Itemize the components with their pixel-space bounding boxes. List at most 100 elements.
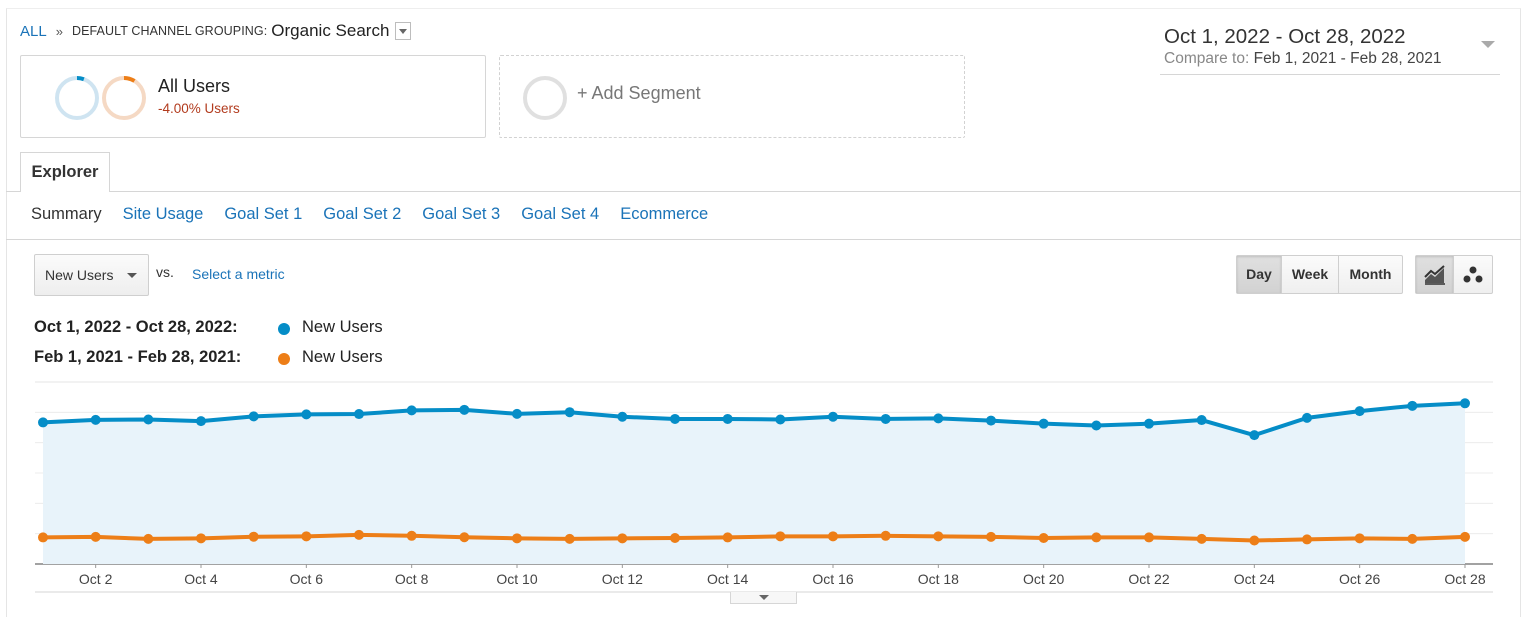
segment-change: -4.00% Users (158, 101, 240, 116)
subnav-goal-set-4[interactable]: Goal Set 4 (521, 205, 600, 223)
series-0-point-oct-8[interactable] (406, 405, 417, 416)
series-1-point-oct-22[interactable] (1144, 532, 1154, 543)
date-range-compare: Compare to: Feb 1, 2021 - Feb 28, 2021 (1164, 50, 1441, 68)
segment-all-users[interactable]: All Users -4.00% Users (20, 55, 486, 138)
breadcrumb-dropdown-button[interactable] (395, 22, 412, 40)
series-0-point-oct-19[interactable] (986, 415, 996, 426)
series-0-point-oct-5[interactable] (248, 411, 259, 422)
series-0-point-oct-7[interactable] (354, 409, 364, 420)
series-0-point-oct-6[interactable] (301, 409, 312, 420)
metric-select[interactable]: New Users (34, 254, 149, 296)
series-1-point-oct-10[interactable] (512, 533, 522, 544)
series-0-point-oct-24[interactable] (1249, 430, 1260, 441)
x-tick-label: Oct 16 (812, 571, 853, 587)
series-1-point-oct-21[interactable] (1091, 532, 1102, 543)
series-1-point-oct-25[interactable] (1302, 534, 1312, 545)
chart-x-axis: Oct 2 Oct 4 Oct 6 Oct 8 Oct 10 Oct 12 Oct 14 Oc… (35, 564, 1493, 593)
series-0-point-oct-1[interactable] (38, 417, 48, 428)
series-0-point-oct-18[interactable] (933, 413, 944, 424)
subnav-ecommerce[interactable]: Ecommerce (620, 205, 709, 223)
legend-metric-compare: New Users (302, 348, 383, 366)
x-tick-label: Oct 6 (290, 571, 324, 587)
series-0-point-oct-28[interactable] (1460, 398, 1470, 409)
series-1-point-oct-12[interactable] (617, 533, 628, 544)
series-1-point-oct-1[interactable] (38, 532, 48, 543)
subnav-goal-set-3[interactable]: Goal Set 3 (422, 205, 501, 223)
series-1-point-oct-19[interactable] (986, 531, 996, 542)
series-1-point-oct-24[interactable] (1249, 535, 1260, 546)
series-0-point-oct-12[interactable] (617, 411, 628, 422)
period-month-button[interactable]: Month (1338, 256, 1402, 293)
series-1-point-oct-11[interactable] (564, 533, 575, 544)
x-tick-label: Oct 22 (1128, 571, 1169, 587)
series-0-point-oct-13[interactable] (670, 413, 680, 424)
series-0-point-oct-26[interactable] (1354, 406, 1365, 417)
date-range-picker[interactable]: Oct 1, 2022 - Oct 28, 2022 Compare to: F… (1160, 24, 1500, 75)
line-chart-icon (1423, 264, 1445, 285)
line-chart-view-button[interactable] (1416, 256, 1454, 293)
segment-title: All Users (158, 76, 231, 96)
segment-ring-current-icon (55, 76, 99, 120)
series-0-point-oct-2[interactable] (90, 414, 101, 425)
series-0-point-oct-14[interactable] (722, 413, 733, 424)
period-week-button[interactable]: Week (1281, 256, 1338, 293)
series-1-point-oct-3[interactable] (143, 533, 154, 544)
date-range-main: Oct 1, 2022 - Oct 28, 2022 (1164, 25, 1406, 48)
legend-metric-current: New Users (302, 318, 383, 336)
series-1-point-oct-9[interactable] (459, 532, 470, 543)
series-1-point-oct-14[interactable] (722, 532, 733, 543)
series-1-point-oct-15[interactable] (775, 531, 786, 542)
subnav-goal-set-1[interactable]: Goal Set 1 (224, 205, 303, 223)
series-1-point-oct-20[interactable] (1038, 532, 1049, 543)
series-1-point-oct-16[interactable] (828, 531, 838, 542)
series-1-point-oct-23[interactable] (1196, 533, 1207, 544)
chart-collapse-toggle[interactable] (730, 592, 797, 604)
series-0-point-oct-27[interactable] (1407, 400, 1418, 411)
x-tick-label: Oct 20 (1023, 571, 1064, 587)
series-0-point-oct-25[interactable] (1302, 412, 1312, 423)
select-metric-link[interactable]: Select a metric (192, 266, 285, 282)
series-0-point-oct-4[interactable] (196, 416, 206, 427)
series-1-point-oct-27[interactable] (1407, 533, 1418, 544)
series-1-point-oct-17[interactable] (880, 530, 891, 541)
series-1-point-oct-2[interactable] (90, 531, 101, 542)
series-1-point-oct-6[interactable] (301, 531, 312, 542)
series-0-point-oct-15[interactable] (775, 414, 786, 425)
subnav-goal-set-2[interactable]: Goal Set 2 (323, 205, 402, 223)
subnav-summary[interactable]: Summary (31, 205, 102, 223)
breadcrumb-separator: » (55, 23, 63, 39)
x-tick-label: Oct 12 (602, 571, 643, 587)
series-0-point-oct-3[interactable] (143, 414, 154, 425)
motion-chart-view-button[interactable] (1454, 256, 1492, 293)
series-0-point-oct-20[interactable] (1038, 418, 1049, 429)
series-1-point-oct-5[interactable] (248, 531, 259, 542)
breadcrumb: ALL » DEFAULT CHANNEL GROUPING: Organic … (20, 20, 412, 42)
series-1-point-oct-28[interactable] (1460, 531, 1470, 542)
series-1-point-oct-8[interactable] (406, 530, 417, 541)
series-0-point-oct-9[interactable] (459, 404, 470, 415)
period-day-button[interactable]: Day (1237, 256, 1281, 293)
x-tick-label: Oct 18 (918, 571, 959, 587)
breadcrumb-all-link[interactable]: ALL (20, 22, 47, 40)
series-0-point-oct-23[interactable] (1196, 415, 1207, 426)
vs-label: vs. (156, 264, 174, 280)
tab-explorer[interactable]: Explorer (20, 152, 110, 192)
chart-view-toggle (1415, 255, 1493, 294)
add-segment-button[interactable]: + Add Segment (499, 55, 965, 138)
series-0-point-oct-10[interactable] (512, 408, 522, 419)
series-1-point-oct-13[interactable] (670, 532, 680, 543)
series-1-point-oct-18[interactable] (933, 531, 944, 542)
series-1-point-oct-4[interactable] (196, 533, 206, 544)
series-1-point-oct-7[interactable] (354, 529, 364, 540)
series-1-point-oct-26[interactable] (1354, 533, 1365, 544)
x-tick-label: Oct 26 (1339, 571, 1380, 587)
series-0-point-oct-22[interactable] (1144, 418, 1154, 429)
legend-range-compare: Feb 1, 2021 - Feb 28, 2021: (34, 348, 242, 366)
series-0-point-oct-21[interactable] (1091, 420, 1102, 431)
subnav-site-usage[interactable]: Site Usage (122, 205, 204, 223)
series-0-point-oct-17[interactable] (880, 413, 891, 424)
series-0-point-oct-16[interactable] (828, 411, 838, 422)
compare-label: Compare to: (1164, 50, 1250, 67)
series-0-point-oct-11[interactable] (564, 407, 575, 418)
